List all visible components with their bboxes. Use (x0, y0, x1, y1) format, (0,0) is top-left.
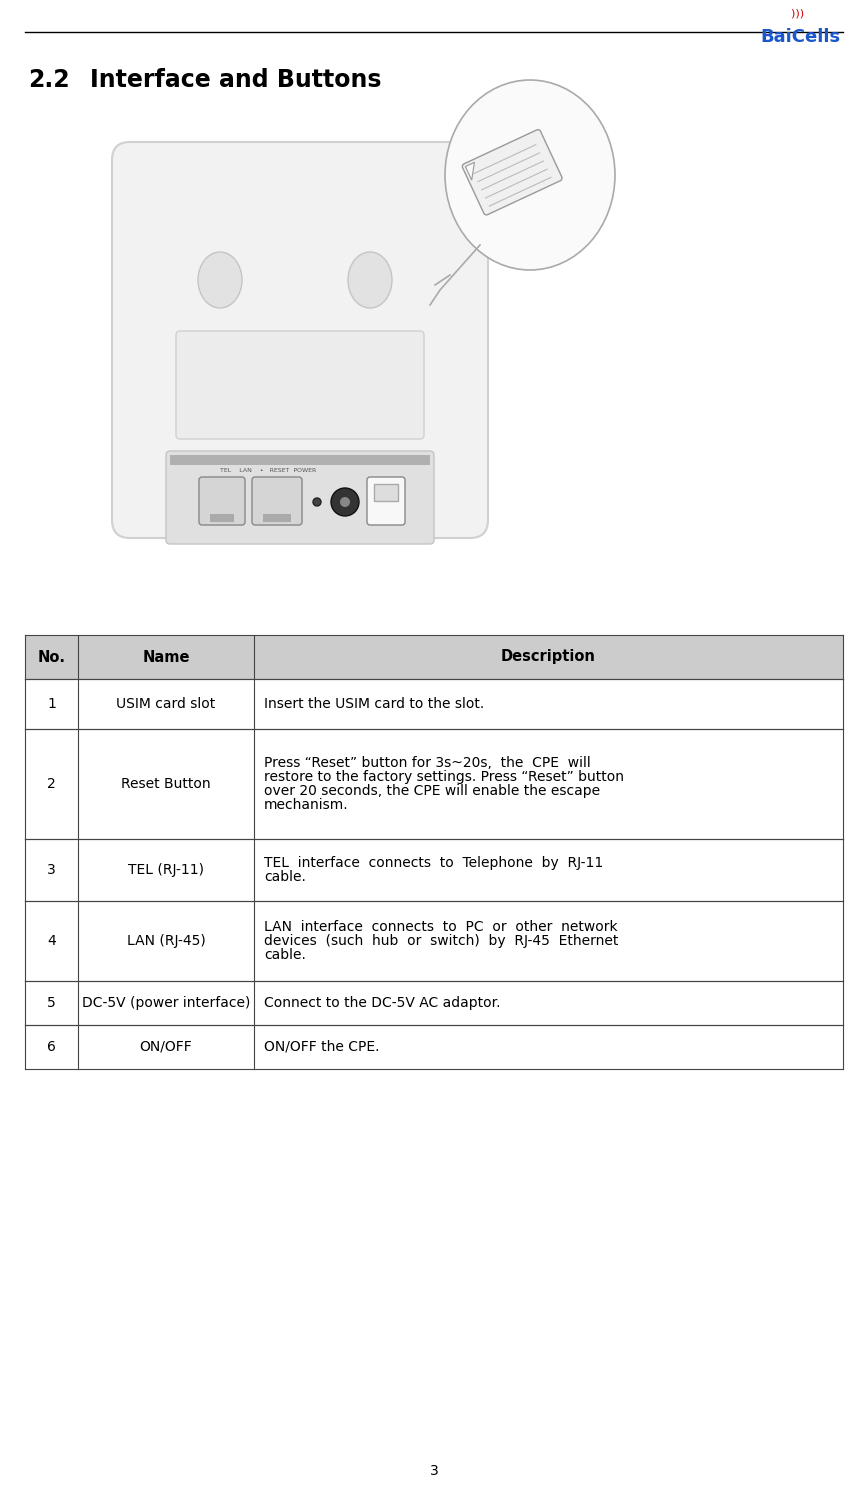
Text: Insert the USIM card to the slot.: Insert the USIM card to the slot. (264, 697, 484, 712)
Text: ON/OFF the CPE.: ON/OFF the CPE. (264, 1040, 379, 1055)
Text: devices  (such  hub  or  switch)  by  RJ-45  Ethernet: devices (such hub or switch) by RJ-45 Et… (264, 934, 618, 947)
Bar (25, 728, 843, 839)
Bar (25, 901, 843, 981)
Text: over 20 seconds, the CPE will enable the escape: over 20 seconds, the CPE will enable the… (264, 784, 600, 798)
Text: Press “Reset” button for 3s~20s,  the  CPE  will: Press “Reset” button for 3s~20s, the CPE… (264, 756, 591, 771)
Text: LAN  interface  connects  to  PC  or  other  network: LAN interface connects to PC or other ne… (264, 920, 618, 934)
Text: 2.2: 2.2 (28, 68, 69, 92)
Text: 6: 6 (47, 1040, 56, 1055)
Text: LAN (RJ-45): LAN (RJ-45) (127, 934, 206, 947)
Text: Reset Button: Reset Button (122, 777, 211, 790)
FancyBboxPatch shape (367, 477, 405, 524)
Text: 4: 4 (47, 934, 56, 947)
Text: 2: 2 (47, 777, 56, 790)
Text: 1: 1 (47, 697, 56, 712)
Ellipse shape (445, 80, 615, 270)
Text: DC-5V (power interface): DC-5V (power interface) (82, 996, 250, 1009)
Text: USIM card slot: USIM card slot (116, 697, 216, 712)
FancyBboxPatch shape (252, 477, 302, 524)
Text: restore to the factory settings. Press “Reset” button: restore to the factory settings. Press “… (264, 771, 624, 784)
Text: 5: 5 (47, 996, 56, 1009)
Bar (170, 455, 430, 465)
Text: TEL (RJ-11): TEL (RJ-11) (128, 863, 204, 876)
Circle shape (340, 497, 350, 508)
Circle shape (313, 499, 321, 506)
Bar (25, 839, 843, 901)
Bar (210, 514, 234, 521)
Polygon shape (465, 162, 475, 180)
Text: No.: No. (37, 650, 66, 665)
Bar (263, 514, 291, 521)
Text: ON/OFF: ON/OFF (140, 1040, 193, 1055)
Text: Name: Name (142, 650, 190, 665)
Circle shape (331, 488, 359, 515)
Text: cable.: cable. (264, 870, 306, 884)
Ellipse shape (198, 252, 242, 308)
FancyBboxPatch shape (112, 142, 488, 538)
Text: ))): ))) (792, 8, 808, 18)
Text: 3: 3 (47, 863, 56, 876)
Bar (25, 981, 843, 1024)
Bar (25, 1024, 843, 1068)
FancyBboxPatch shape (463, 130, 562, 215)
Text: cable.: cable. (264, 947, 306, 963)
Ellipse shape (348, 252, 392, 308)
Text: BaiCells: BaiCells (760, 29, 840, 45)
Text: TEL    LAN    •   RESET  POWER: TEL LAN • RESET POWER (220, 468, 316, 473)
FancyBboxPatch shape (199, 477, 245, 524)
Text: 3: 3 (430, 1464, 438, 1478)
Text: mechanism.: mechanism. (264, 798, 349, 811)
Bar (25, 678, 843, 728)
Bar (25, 635, 843, 678)
Bar (374, 484, 398, 502)
Text: Description: Description (501, 650, 596, 665)
Text: Connect to the DC-5V AC adaptor.: Connect to the DC-5V AC adaptor. (264, 996, 501, 1009)
Text: Interface and Buttons: Interface and Buttons (90, 68, 382, 92)
FancyBboxPatch shape (166, 450, 434, 544)
Text: TEL  interface  connects  to  Telephone  by  RJ-11: TEL interface connects to Telephone by R… (264, 857, 603, 870)
FancyBboxPatch shape (176, 331, 424, 440)
